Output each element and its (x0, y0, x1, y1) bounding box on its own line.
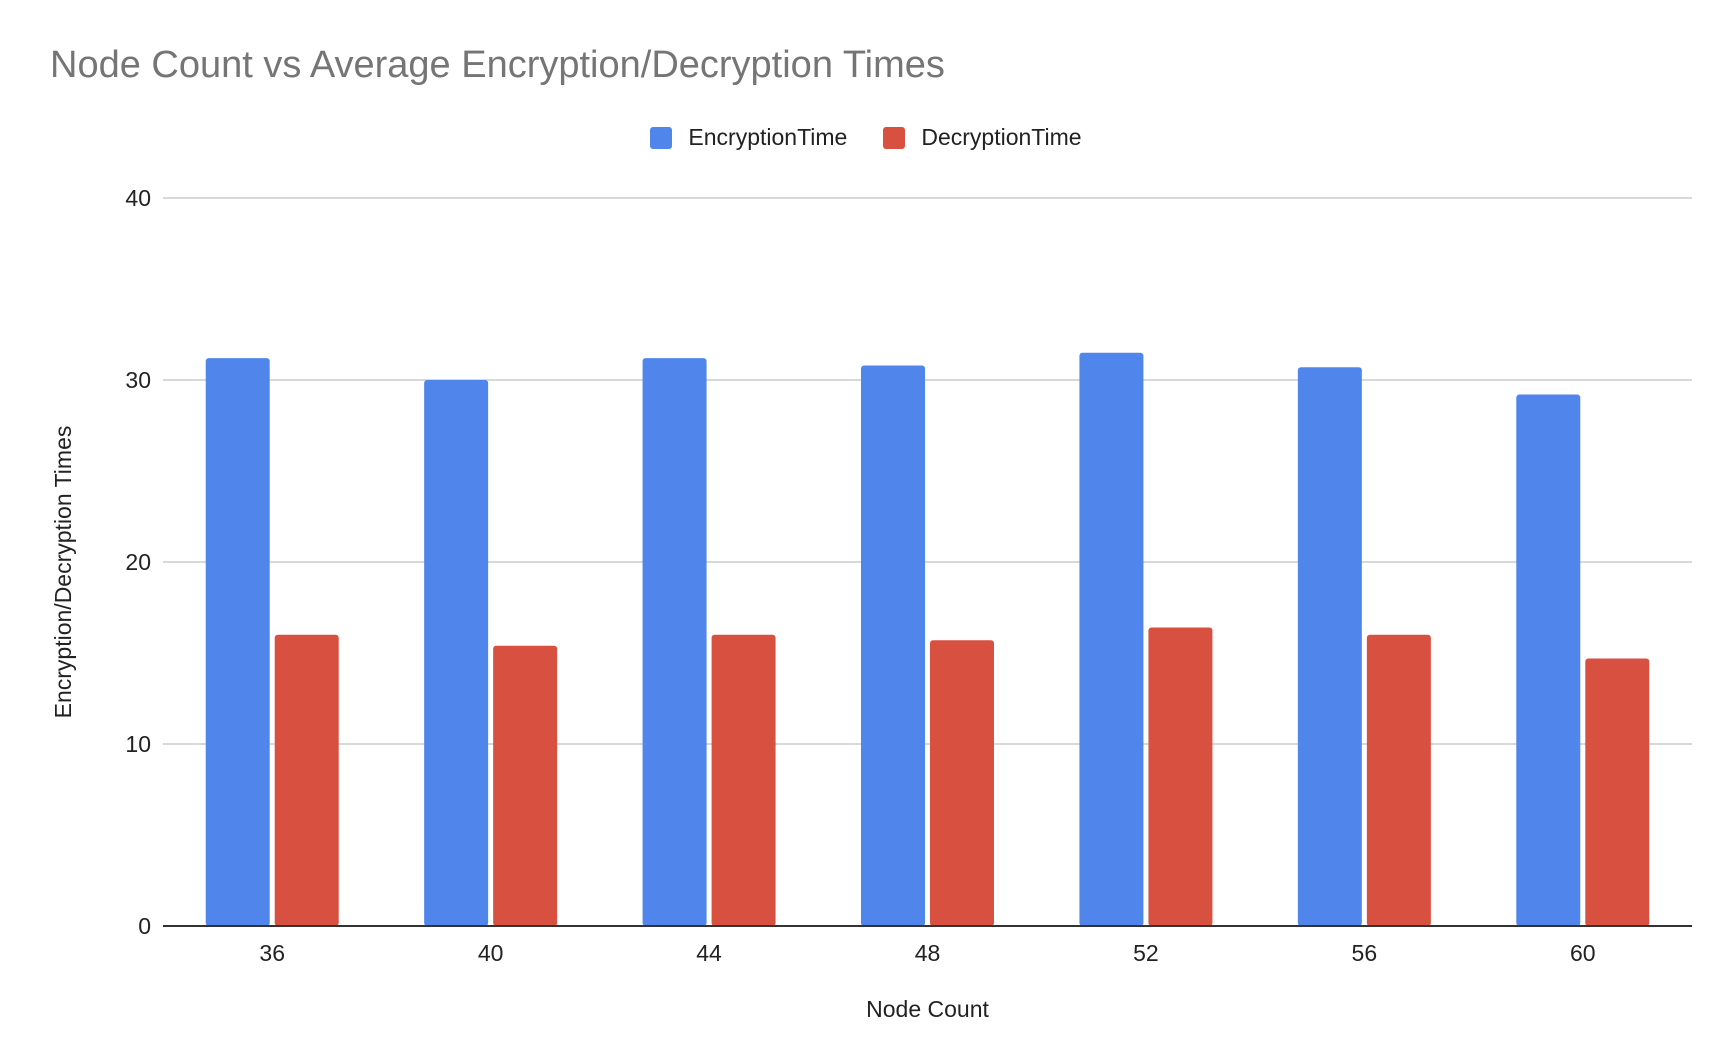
bar-encryptiontime-44[interactable] (642, 358, 707, 926)
bar-decryptiontime-48[interactable] (930, 640, 994, 926)
legend-item-encryption[interactable]: EncryptionTime (650, 124, 847, 151)
x-tick-label-40: 40 (478, 940, 504, 966)
legend: EncryptionTime DecryptionTime (0, 124, 1732, 151)
bar-encryptiontime-52[interactable] (1079, 352, 1144, 926)
bar-encryptiontime-36[interactable] (205, 358, 270, 926)
y-tick-label-30: 30 (125, 367, 151, 393)
legend-swatch-decryption (883, 126, 906, 149)
bar-decryptiontime-36[interactable] (274, 634, 339, 926)
bar-encryptiontime-48[interactable] (861, 365, 925, 926)
bar-encryptiontime-40[interactable] (424, 380, 489, 926)
gridlines (163, 197, 1692, 745)
bar-decryptiontime-52[interactable] (1148, 627, 1213, 926)
y-tick-label-40: 40 (125, 185, 151, 211)
x-tick-labels: 36 40 44 48 52 56 60 (259, 940, 1595, 966)
y-tick-label-20: 20 (125, 549, 151, 575)
legend-item-decryption[interactable]: DecryptionTime (883, 124, 1082, 151)
y-tick-label-0: 0 (138, 913, 151, 939)
chart-title: Node Count vs Average Encryption/Decrypt… (50, 44, 945, 86)
x-tick-label-48: 48 (915, 940, 941, 966)
legend-swatch-encryption (650, 126, 673, 149)
x-tick-label-36: 36 (259, 940, 285, 966)
y-tick-labels: 0 10 20 30 40 (125, 185, 151, 939)
legend-label-encryption: EncryptionTime (688, 124, 848, 150)
x-tick-label-52: 52 (1133, 940, 1159, 966)
bars (205, 352, 1650, 926)
y-tick-label-10: 10 (125, 731, 151, 757)
x-tick-label-56: 56 (1352, 940, 1378, 966)
bar-encryptiontime-60[interactable] (1516, 394, 1581, 926)
bar-encryptiontime-56[interactable] (1297, 367, 1362, 926)
bar-decryptiontime-40[interactable] (493, 645, 558, 926)
x-tick-label-60: 60 (1570, 940, 1596, 966)
bar-decryptiontime-44[interactable] (711, 634, 776, 926)
x-tick-label-44: 44 (696, 940, 722, 966)
legend-label-decryption: DecryptionTime (921, 124, 1082, 150)
bar-decryptiontime-56[interactable] (1366, 634, 1431, 926)
x-axis-label: Node Count (866, 996, 989, 1022)
bar-decryptiontime-60[interactable] (1585, 658, 1650, 926)
y-axis-label: Encryption/Decryption Times (50, 426, 76, 719)
